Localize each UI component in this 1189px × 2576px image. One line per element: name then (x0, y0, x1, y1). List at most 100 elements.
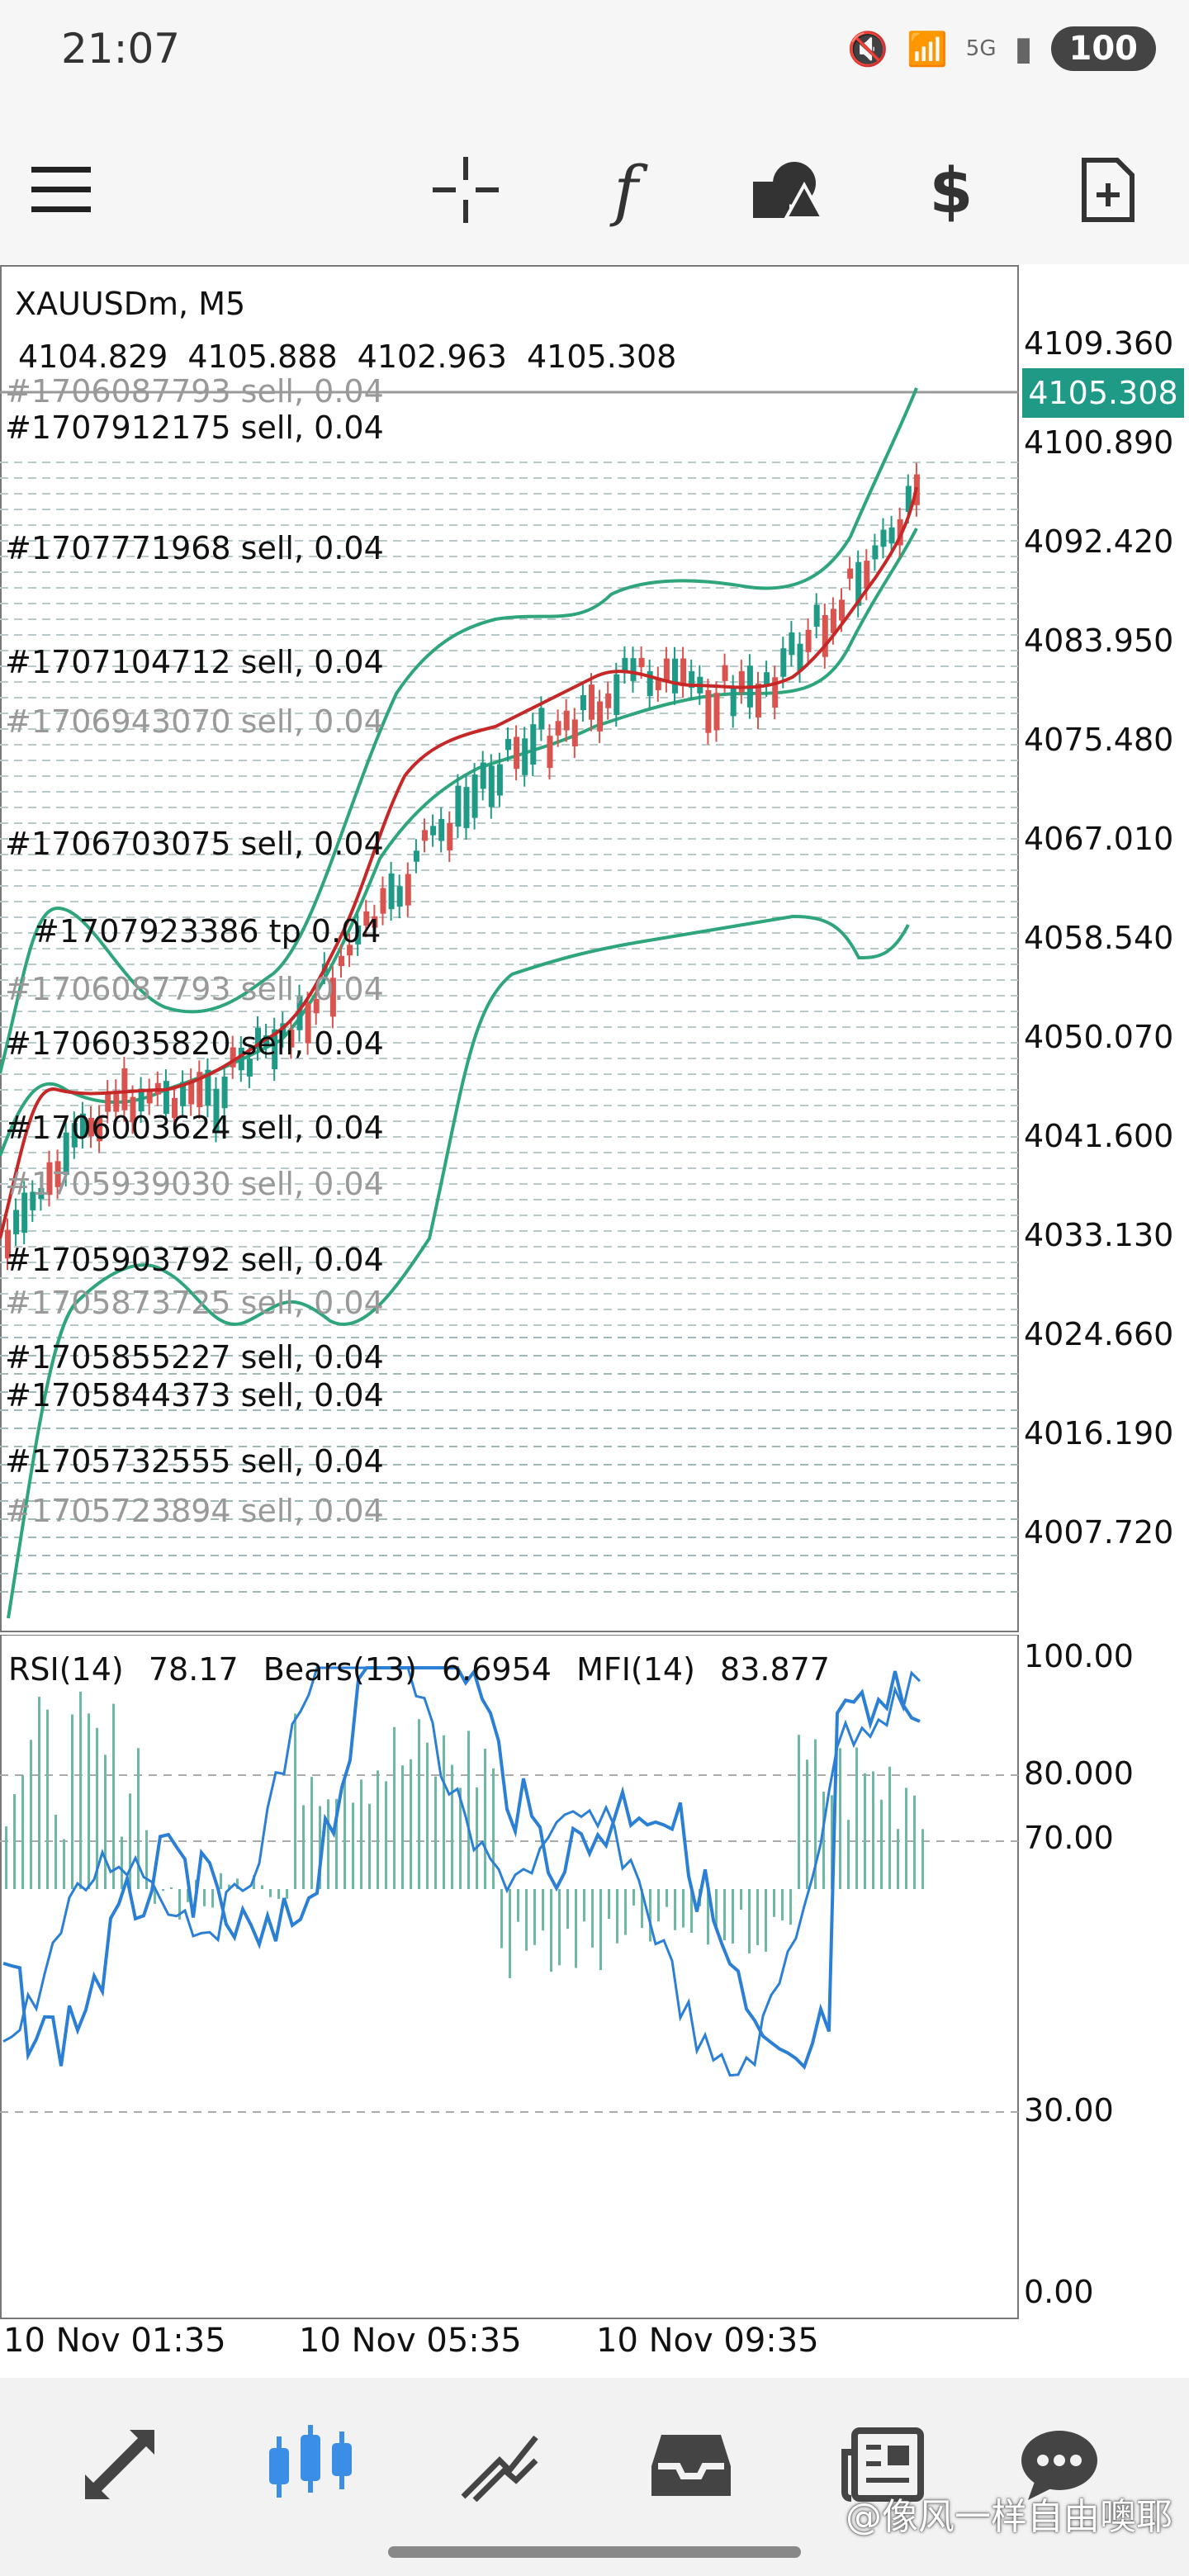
candle-body (79, 1113, 86, 1138)
ma-line (0, 486, 918, 1239)
crosshair-button[interactable] (416, 140, 515, 239)
bears-bar (104, 1754, 107, 1889)
bears-bar (352, 1802, 354, 1889)
mute-icon: 🔇 (847, 30, 888, 69)
candle-body (97, 1116, 103, 1142)
bears-bar (253, 1875, 255, 1889)
bears-bar (798, 1735, 800, 1889)
home-indicator[interactable] (388, 2546, 801, 2558)
candle-body (514, 736, 520, 769)
order-label[interactable]: #1707912175 sell, 0.04 (5, 410, 384, 446)
moving-average (0, 486, 918, 1239)
price-axis-label: 4109.360 (1024, 325, 1174, 362)
nav-news[interactable] (829, 2411, 936, 2518)
candle-body (313, 998, 320, 1014)
candle-body (722, 665, 728, 681)
bears-bar (657, 1889, 660, 1922)
order-label[interactable]: #1707771968 sell, 0.04 (5, 530, 384, 566)
price-axis-label: 4016.190 (1024, 1415, 1174, 1451)
bears-bar (360, 1779, 362, 1889)
order-label[interactable]: #1706703075 sell, 0.04 (5, 826, 384, 862)
new-chart-button[interactable] (1059, 140, 1158, 239)
bears-bar (335, 1798, 338, 1889)
order-label[interactable]: #1705723894 sell, 0.04 (5, 1493, 384, 1529)
order-label[interactable]: #1705939030 sell, 0.04 (5, 1166, 384, 1202)
order-label[interactable]: #1705844373 sell, 0.04 (5, 1377, 384, 1413)
bears-bar (286, 1889, 288, 1899)
order-label[interactable]: #1705903792 sell, 0.04 (5, 1242, 384, 1278)
bears-bar (426, 1742, 429, 1889)
candle-body (797, 643, 803, 671)
candle-body (121, 1068, 128, 1110)
indicator-axis-label: 30.00 (1024, 2092, 1114, 2129)
candle-body (5, 1229, 11, 1259)
bears-bar (905, 1788, 907, 1889)
bears-bar (533, 1889, 536, 1945)
candle-body (471, 774, 478, 818)
bears-bar (732, 1889, 734, 1944)
candle-body (597, 701, 604, 732)
ohlc-values: 4104.829 4105.888 4102.963 4105.308 (18, 339, 676, 375)
bears-bar (558, 1889, 561, 1966)
bears-label: Bears(13) (263, 1651, 417, 1688)
order-label[interactable]: #1705873725 sell, 0.04 (5, 1285, 384, 1321)
price-axis-label: 4007.720 (1024, 1514, 1174, 1551)
trade-button[interactable]: $ (902, 140, 1001, 239)
time-axis-label: 10 Nov 01:35 (3, 2322, 226, 2360)
nav-messages[interactable] (1006, 2411, 1113, 2518)
cell-signal-icon: ▮ (1014, 30, 1033, 68)
order-label[interactable]: #1706035820 sell, 0.04 (5, 1025, 384, 1062)
nav-trade[interactable] (446, 2411, 553, 2518)
bears-bar (888, 1766, 891, 1889)
menu-button[interactable] (12, 140, 111, 239)
upper-band (0, 387, 918, 1074)
candle-body (71, 1123, 78, 1148)
candle-body (638, 657, 645, 668)
candle-body (563, 710, 570, 731)
bears-bar (88, 1713, 90, 1889)
bears-bar (112, 1703, 115, 1889)
candle-body (789, 632, 795, 656)
candle-body (38, 1187, 45, 1200)
order-label[interactable]: #1705732555 sell, 0.04 (5, 1443, 384, 1480)
nav-quotes[interactable] (66, 2411, 173, 2518)
indicators-button[interactable]: f (576, 140, 675, 239)
bears-bar (38, 1697, 40, 1889)
time-axis-label: 10 Nov 05:35 (299, 2322, 522, 2360)
signal-label: 5G (965, 36, 997, 61)
bears-bar (187, 1889, 189, 1902)
candle-body (872, 545, 879, 560)
bears-bar (261, 1885, 263, 1889)
order-label[interactable]: #1706003624 sell, 0.04 (5, 1110, 384, 1146)
price-chart[interactable] (0, 264, 1189, 1635)
price-axis-label: 4067.010 (1024, 821, 1174, 857)
bears-bar (880, 1799, 883, 1889)
bears-histogram (5, 1691, 924, 1978)
bears-bar (46, 1709, 49, 1889)
nav-history[interactable] (637, 2411, 745, 2518)
candle-body (630, 658, 637, 681)
dollar-icon: $ (929, 153, 973, 227)
bears-bar (740, 1889, 742, 1911)
price-axis-label: 4033.130 (1024, 1217, 1174, 1253)
bears-bar (96, 1727, 98, 1889)
objects-button[interactable] (738, 140, 837, 239)
candle-body (555, 721, 561, 736)
indicator-chart[interactable] (0, 1635, 1189, 2320)
top-toolbar: f $ (0, 107, 1189, 264)
candle-body (296, 996, 303, 1030)
order-label[interactable]: #1706943070 sell, 0.04 (5, 703, 384, 740)
candle-body (605, 693, 612, 708)
order-label[interactable]: #1707923386 tp 0.04 (33, 913, 381, 949)
nav-chart[interactable] (256, 2411, 363, 2518)
candle-body (730, 686, 737, 717)
bears-bar (897, 1829, 899, 1889)
candle-body (522, 738, 528, 775)
order-label[interactable]: #1706087793 sell, 0.04 (5, 971, 384, 1007)
candle-body (246, 1058, 253, 1077)
order-label[interactable]: #1707104712 sell, 0.04 (5, 644, 384, 680)
bears-bar (632, 1889, 635, 1906)
order-label[interactable]: #1706087793 sell, 0.04 (5, 373, 384, 410)
indicator-axis-label: 0.00 (1024, 2274, 1094, 2310)
order-label[interactable]: #1705855227 sell, 0.04 (5, 1339, 384, 1376)
